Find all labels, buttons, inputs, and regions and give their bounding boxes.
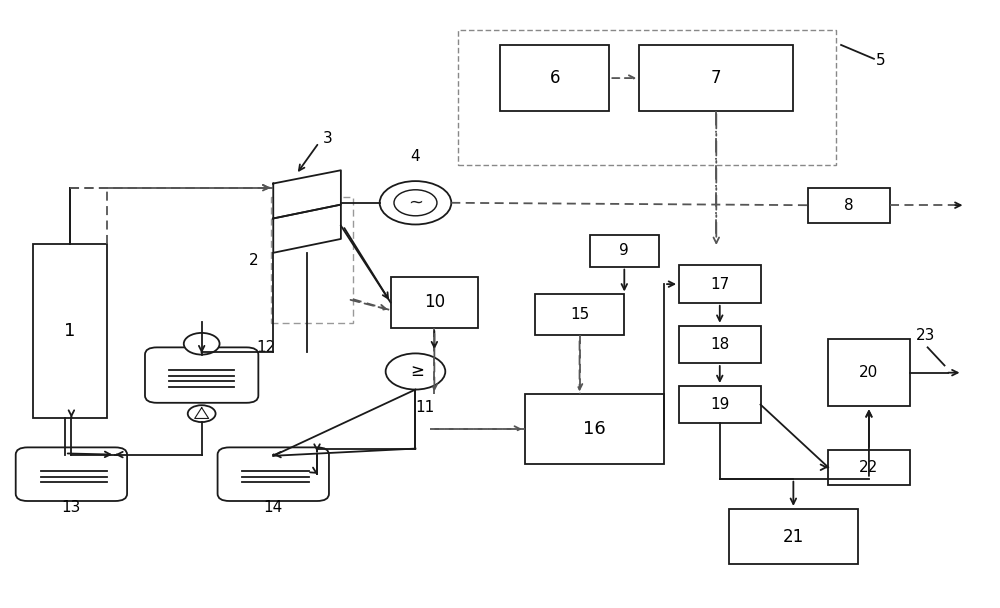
Text: 15: 15	[570, 308, 589, 322]
Bar	[679, 386, 761, 423]
Bar	[679, 326, 761, 363]
Circle shape	[184, 333, 220, 354]
FancyBboxPatch shape	[218, 447, 329, 501]
Circle shape	[394, 190, 437, 216]
Bar	[729, 509, 858, 564]
Circle shape	[188, 405, 216, 422]
Bar	[391, 277, 478, 328]
Text: 14: 14	[264, 500, 283, 516]
Circle shape	[386, 353, 445, 390]
Text: 13: 13	[62, 500, 81, 516]
Bar	[535, 294, 624, 336]
Bar	[458, 30, 836, 165]
Text: 4: 4	[411, 149, 420, 164]
Text: 2: 2	[249, 252, 258, 268]
Bar	[590, 235, 659, 267]
Bar	[828, 339, 910, 406]
Text: 19: 19	[710, 397, 729, 412]
Bar	[828, 450, 910, 485]
Text: 16: 16	[583, 420, 606, 438]
Text: 10: 10	[424, 294, 445, 311]
Text: 6: 6	[549, 69, 560, 87]
Text: 20: 20	[859, 365, 879, 380]
Polygon shape	[273, 205, 341, 253]
Text: 12: 12	[256, 340, 276, 355]
Text: 5: 5	[876, 52, 886, 67]
Text: 7: 7	[711, 69, 722, 87]
Text: 23: 23	[916, 328, 935, 342]
Bar	[808, 188, 890, 223]
Text: 9: 9	[619, 243, 629, 258]
Text: 3: 3	[323, 131, 333, 147]
Text: ~: ~	[408, 194, 423, 212]
Text: 11: 11	[416, 401, 435, 415]
Bar	[33, 244, 107, 418]
Circle shape	[380, 181, 451, 224]
Bar	[679, 266, 761, 303]
Text: 21: 21	[783, 528, 804, 545]
Text: $\geq$: $\geq$	[407, 362, 424, 381]
FancyBboxPatch shape	[145, 347, 258, 403]
Text: 18: 18	[710, 337, 729, 352]
Bar	[639, 45, 793, 111]
FancyBboxPatch shape	[16, 447, 127, 501]
Polygon shape	[273, 170, 341, 218]
Bar	[500, 45, 609, 111]
Text: 1: 1	[64, 322, 76, 340]
Bar	[271, 197, 353, 323]
Text: 8: 8	[844, 198, 854, 213]
Bar	[525, 395, 664, 464]
Text: 17: 17	[710, 277, 729, 292]
Text: 22: 22	[859, 460, 879, 475]
